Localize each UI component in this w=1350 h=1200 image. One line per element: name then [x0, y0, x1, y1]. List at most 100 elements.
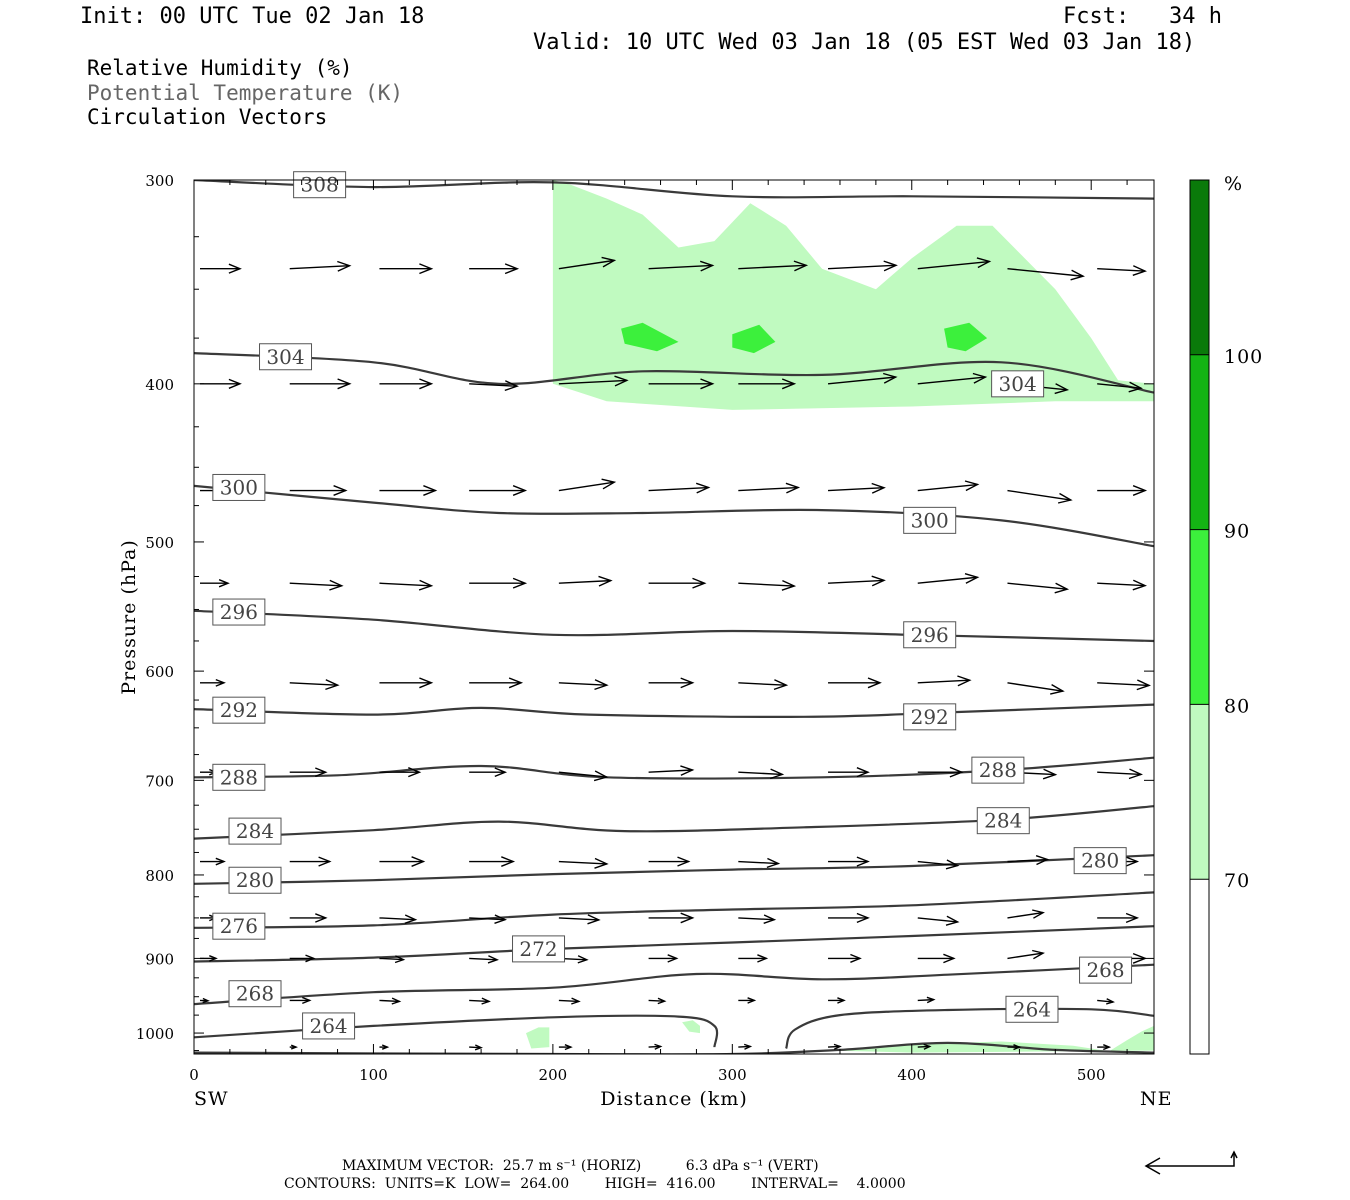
- vector-head: [837, 997, 846, 1004]
- vector-head: [487, 955, 499, 964]
- circulation-vector: [1097, 265, 1147, 276]
- vector-head: [743, 1043, 753, 1050]
- vector-head: [1032, 909, 1045, 919]
- vector-shaft: [917, 998, 934, 1002]
- contour-label-296: 296: [212, 598, 266, 626]
- contour-label-box: [1073, 847, 1127, 875]
- contour-label-288: 288: [212, 763, 266, 791]
- vector-head: [215, 857, 226, 866]
- circulation-vector: [917, 766, 964, 778]
- contour-label-text: 268: [1086, 958, 1124, 982]
- contour-label-layer: 308 304 300 296 292 288 284 280 276 268 264 304 300 2…: [212, 171, 1133, 1040]
- vector-shaft: [828, 487, 885, 492]
- vector-shaft: [379, 582, 432, 587]
- contour-label-text: 276: [220, 914, 258, 938]
- vector-head: [501, 856, 516, 867]
- contour-label-308: 308: [293, 171, 347, 199]
- vector-shaft: [917, 917, 958, 923]
- circulation-vector: [289, 485, 348, 496]
- vector-head: [856, 856, 870, 867]
- vector-shaft: [1007, 582, 1068, 590]
- vector-head: [1132, 265, 1147, 276]
- vector-shaft: [648, 769, 693, 773]
- circulation-vector: [738, 260, 809, 272]
- contour-label-text: 280: [1081, 849, 1119, 873]
- rh-fill-layer: [526, 180, 1154, 1053]
- circulation-vector: [469, 914, 507, 924]
- vector-head: [209, 955, 218, 962]
- circulation-vector: [289, 260, 352, 272]
- theta-contour-300: [194, 484, 1154, 548]
- vector-shaft: [289, 582, 342, 587]
- contour-label-box: [212, 696, 266, 724]
- circulation-vector: [917, 372, 988, 385]
- vector-shaft: [558, 481, 615, 492]
- contour-label-284: 284: [976, 807, 1030, 835]
- circulation-vector: [917, 675, 972, 687]
- vector-shaft: [1007, 911, 1044, 919]
- vector-head: [1013, 1044, 1022, 1051]
- contour-label-box: [228, 866, 282, 894]
- circulation-vector: [289, 767, 328, 778]
- vector-head: [1035, 855, 1050, 866]
- circulation-vector: [379, 677, 434, 689]
- contour-label-text: 300: [220, 475, 258, 499]
- vector-shaft: [469, 917, 506, 921]
- circulation-vector: [558, 375, 629, 387]
- vector-head: [680, 912, 695, 924]
- circulation-vector: [469, 485, 528, 496]
- circulation-vector: [379, 955, 406, 964]
- vector-head: [329, 579, 344, 591]
- y-tick-label: 600: [145, 663, 174, 681]
- contour-label-text: 264: [1013, 997, 1051, 1021]
- contour-label-300: 300: [903, 506, 957, 534]
- circulation-vector: [200, 378, 242, 389]
- colorbar-segment: [1190, 879, 1209, 1054]
- contour-label-text: 304: [999, 372, 1037, 396]
- rh-region-70: [526, 1027, 550, 1049]
- vector-head: [593, 770, 609, 782]
- circulation-vector: [1007, 682, 1065, 695]
- vector-head: [972, 372, 988, 384]
- vector-shaft: [917, 483, 978, 492]
- colorbar-label: 100: [1224, 346, 1263, 368]
- vector-head: [419, 263, 434, 275]
- circulation-vector: [1097, 998, 1115, 1005]
- y-tick-label: 400: [145, 376, 174, 394]
- vector-shaft: [289, 264, 350, 270]
- circulation-vector: [648, 1043, 663, 1050]
- contour-label-text: 292: [911, 705, 949, 729]
- circulation-vector: [469, 1044, 483, 1051]
- contour-label-280: 280: [1073, 847, 1127, 875]
- circulation-vector: [828, 856, 870, 867]
- valid-time: Valid: 10 UTC Wed 03 Jan 18 (05 EST Wed …: [533, 30, 1196, 55]
- vector-head: [408, 767, 422, 778]
- contour-label-box: [212, 912, 266, 940]
- contour-label-box: [1079, 956, 1133, 984]
- contour-label-box: [1005, 995, 1059, 1023]
- circulation-vector: [558, 478, 617, 492]
- vector-shaft: [648, 486, 709, 492]
- colorbar-unit: %: [1224, 173, 1243, 195]
- circulation-vector: [917, 996, 936, 1004]
- vector-head: [508, 677, 524, 689]
- vector-head: [419, 677, 434, 689]
- circulation-vector: [289, 856, 332, 867]
- circulation-vector: [828, 997, 846, 1004]
- contour-label-296: 296: [903, 621, 957, 649]
- vector-shaft: [828, 264, 896, 270]
- circulation-vector: [738, 1043, 753, 1050]
- vector-head: [943, 953, 956, 964]
- circulation-vector: [917, 915, 960, 926]
- vector-head: [1070, 269, 1085, 281]
- circulation-vector: [648, 677, 695, 689]
- circulation-vector: [469, 380, 519, 392]
- contour-label-text: 264: [309, 1014, 347, 1038]
- colorbar-label: 70: [1224, 870, 1250, 892]
- vector-shaft: [289, 682, 338, 686]
- vector-head: [302, 996, 312, 1005]
- vector-shaft: [1097, 682, 1150, 687]
- contour-label-box: [212, 763, 266, 791]
- contour-label-292: 292: [212, 696, 266, 724]
- vector-shaft: [1007, 489, 1071, 501]
